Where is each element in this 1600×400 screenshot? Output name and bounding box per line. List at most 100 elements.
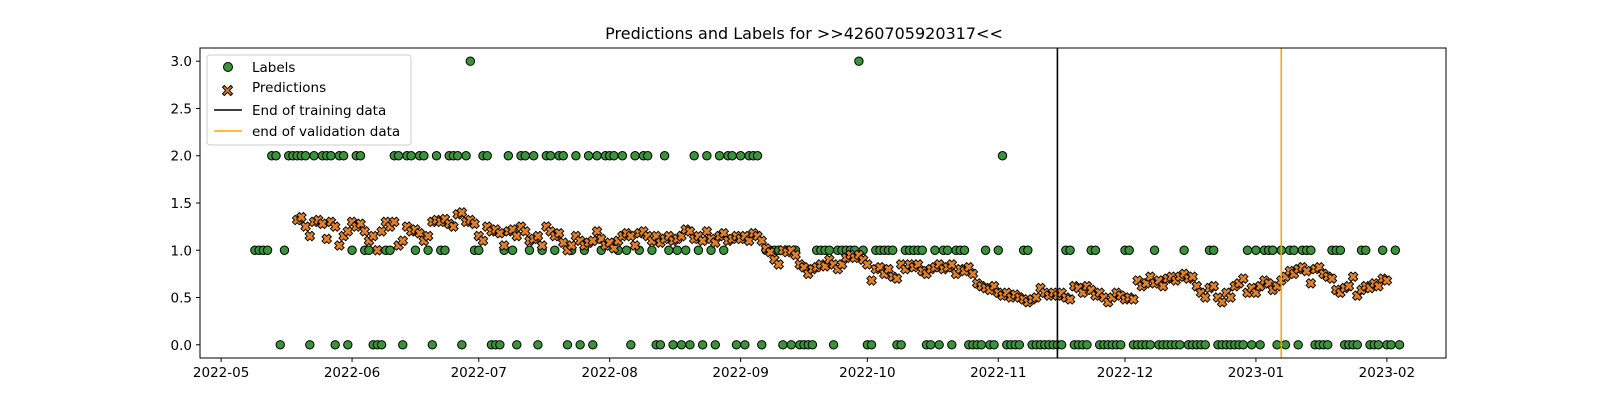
- x-tick-label: 2022-09: [712, 365, 768, 381]
- label-point: [1335, 245, 1346, 255]
- label-point: [621, 245, 632, 255]
- label-point: [1255, 340, 1265, 350]
- prediction-point: [329, 221, 341, 233]
- label-point: [685, 340, 695, 350]
- label-point: [672, 245, 682, 255]
- label-point: [423, 245, 433, 255]
- label-point: [693, 245, 704, 255]
- prediction-point: [376, 225, 388, 237]
- label-point: [419, 151, 429, 161]
- prediction-point: [1128, 294, 1139, 305]
- prediction-point: [342, 225, 354, 237]
- label-point: [507, 245, 518, 255]
- label-point: [617, 151, 628, 161]
- label-point: [503, 151, 514, 161]
- label-point: [917, 245, 927, 255]
- prediction-point: [519, 225, 531, 237]
- label-point: [330, 340, 340, 350]
- label-point: [1208, 245, 1219, 255]
- label-point: [1377, 245, 1388, 255]
- label-point: [1386, 340, 1396, 350]
- label-point: [681, 245, 691, 255]
- label-point: [326, 151, 336, 161]
- prediction-point: [1301, 265, 1313, 277]
- y-tick-label: 0.5: [171, 291, 192, 307]
- y-axis: 0.0 0.5 1.0 1.5 2.0 2.5 3.0: [171, 54, 200, 354]
- y-tick-label: 0.0: [171, 338, 192, 354]
- prediction-point: [371, 244, 383, 256]
- label-point: [1023, 245, 1033, 255]
- prediction-point: [532, 230, 544, 242]
- prediction-point: [1225, 292, 1236, 303]
- prediction-point: [295, 211, 307, 223]
- prediction-point: [891, 273, 903, 285]
- label-point: [976, 340, 987, 350]
- label-point: [562, 340, 573, 350]
- label-point: [757, 340, 767, 350]
- prediction-point: [1343, 280, 1355, 292]
- legend: Labels Predictions End of training data …: [206, 54, 412, 146]
- label-point: [643, 151, 653, 161]
- label-point: [1352, 340, 1363, 350]
- prediction-point: [1347, 271, 1359, 283]
- x-axis: 2022-05 2022-06 2022-07 2022-08 2022-09 2022-…: [193, 358, 1415, 381]
- label-point: [1361, 245, 1371, 255]
- prediction-point: [773, 259, 785, 270]
- y-tick-label: 2.0: [171, 149, 192, 165]
- prediction-point: [1208, 280, 1220, 292]
- prediction-point: [625, 230, 637, 242]
- prediction-point: [469, 218, 480, 230]
- label-point: [824, 245, 835, 255]
- label-point: [706, 245, 716, 255]
- prediction-point: [321, 233, 333, 245]
- label-point: [571, 151, 581, 161]
- legend-labels-text: Labels: [252, 60, 295, 76]
- x-tick-label: 2022-08: [581, 365, 637, 381]
- label-point: [786, 340, 797, 350]
- label-point: [262, 245, 273, 255]
- label-point: [1272, 340, 1282, 350]
- prediction-point: [1381, 275, 1393, 286]
- plot-marks: [250, 48, 1405, 358]
- label-point: [575, 340, 585, 350]
- label-point: [887, 245, 898, 255]
- prediction-point: [1030, 292, 1042, 303]
- prediction-point: [317, 218, 328, 230]
- label-point: [828, 340, 839, 350]
- label-point: [1238, 340, 1248, 350]
- label-point: [1149, 245, 1160, 255]
- label-point: [347, 245, 357, 255]
- label-point: [545, 151, 556, 161]
- prediction-point: [359, 225, 371, 237]
- y-tick-label: 1.0: [171, 243, 192, 259]
- x-tick-label: 2022-10: [839, 365, 895, 381]
- label-point: [431, 151, 442, 161]
- label-point: [993, 245, 1003, 255]
- label-point: [512, 340, 522, 350]
- prediction-point: [591, 225, 603, 237]
- label-point: [752, 151, 763, 161]
- prediction-point: [553, 227, 565, 239]
- label-point: [1082, 340, 1092, 350]
- label-point: [1056, 340, 1067, 350]
- label-point: [1268, 245, 1278, 255]
- prediction-point: [1199, 292, 1211, 303]
- label-point: [482, 151, 492, 161]
- prediction-point: [494, 227, 506, 239]
- label-point: [533, 340, 543, 350]
- prediction-point: [498, 240, 510, 251]
- prediction-point: [456, 207, 468, 218]
- label-point: [934, 340, 944, 350]
- prediction-point: [1064, 294, 1076, 305]
- prediction-point: [1187, 271, 1198, 283]
- prediction-point: [967, 268, 979, 280]
- label-point: [1179, 245, 1189, 255]
- label-point: [778, 340, 788, 350]
- label-point: [1293, 340, 1303, 350]
- label-point: [440, 245, 450, 255]
- label-point: [1065, 245, 1075, 255]
- label-point: [1390, 245, 1401, 255]
- label-point: [495, 340, 505, 350]
- label-point: [1175, 340, 1185, 350]
